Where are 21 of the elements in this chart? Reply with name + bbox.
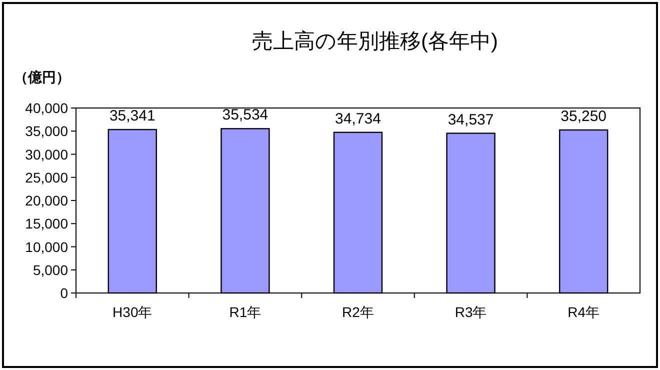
y-tick-label: 40,000	[25, 100, 68, 116]
x-tick-label: R3年	[454, 304, 487, 320]
data-label: 35,341	[109, 108, 156, 125]
chart-title: 売上高の年別推移(各年中)	[252, 30, 498, 53]
x-tick-label: R4年	[568, 304, 600, 320]
y-axis-title: （億円）	[14, 69, 70, 85]
y-tick-label: 0	[60, 285, 68, 301]
y-tick-label: 10,000	[25, 238, 68, 255]
y-tick-label: 15,000	[25, 216, 68, 232]
x-tick-label: R2年	[342, 304, 374, 320]
y-tick-label: 20,000	[25, 192, 68, 208]
data-label: 34,537	[448, 111, 494, 128]
data-label: 34,734	[335, 110, 381, 128]
x-tick-label: H30年	[112, 304, 152, 320]
y-tick-label: 30,000	[25, 146, 68, 162]
data-label: 35,250	[560, 108, 607, 125]
data-label: 35,534	[222, 106, 268, 124]
y-tick-label: 5,000	[32, 262, 68, 278]
y-tick-label: 25,000	[25, 169, 68, 186]
x-tick-label: R1年	[229, 304, 262, 320]
y-tick-label: 35,000	[25, 123, 68, 140]
